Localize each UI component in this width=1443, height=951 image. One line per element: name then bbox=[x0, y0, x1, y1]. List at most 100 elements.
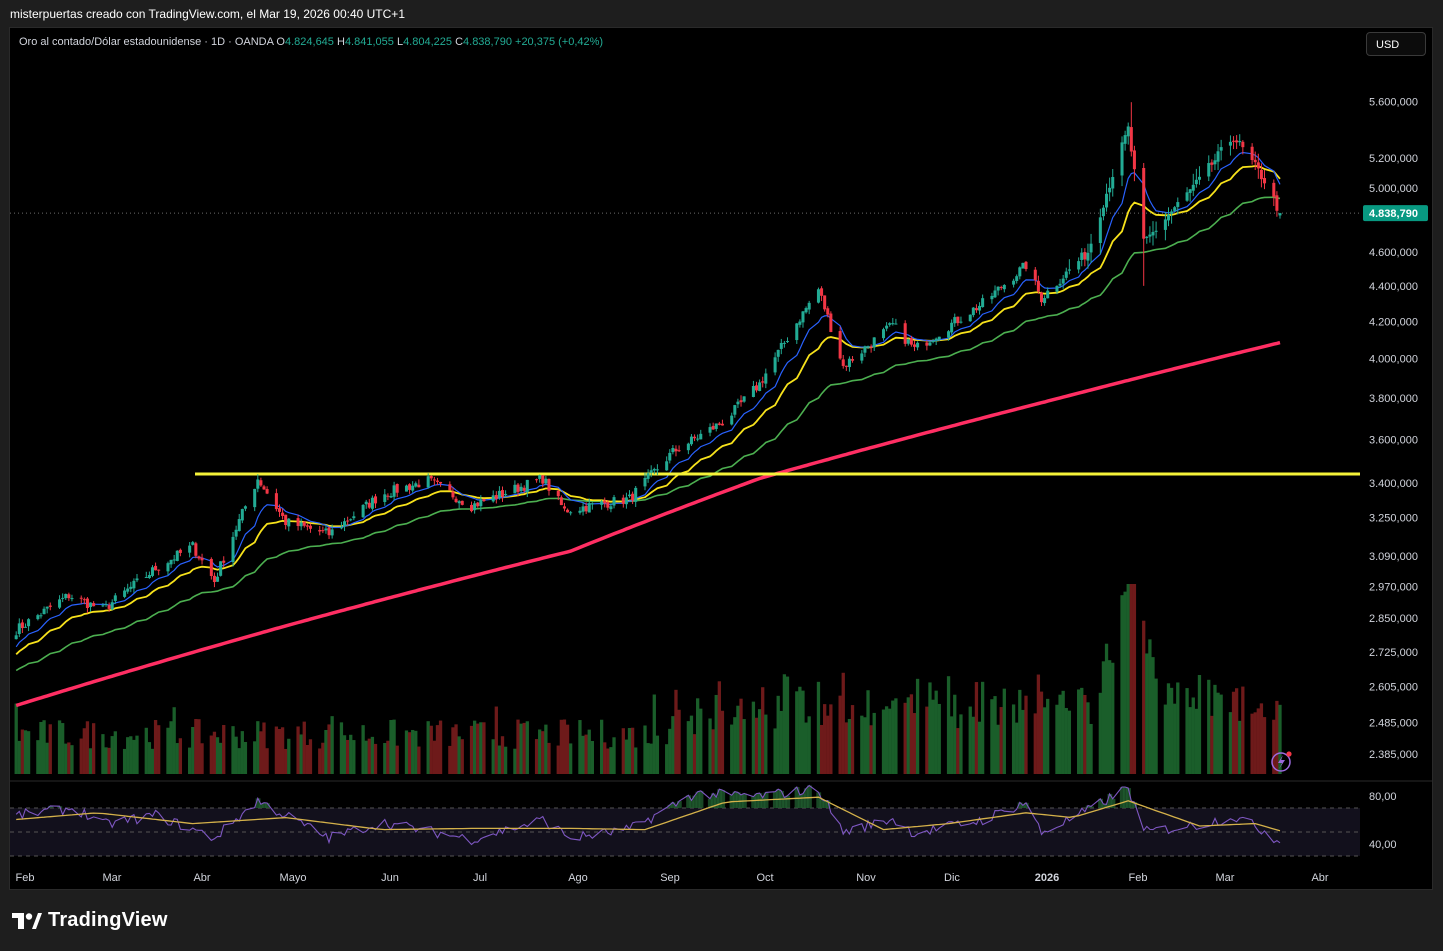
ema-20-line bbox=[15, 165, 1281, 655]
alert-icon-ring[interactable] bbox=[1271, 752, 1291, 772]
candle-body bbox=[448, 484, 452, 491]
rsi-overbought-fill bbox=[825, 800, 831, 808]
volume-bar bbox=[1002, 688, 1006, 774]
candle-body bbox=[1033, 269, 1037, 281]
candle-body bbox=[343, 521, 347, 527]
volume-bar bbox=[881, 709, 886, 774]
volume-bar bbox=[587, 729, 591, 774]
rsi-overbought-fill bbox=[1020, 805, 1026, 808]
volume-bar bbox=[42, 720, 46, 774]
candle-body bbox=[48, 605, 52, 607]
volume-bar bbox=[1231, 691, 1236, 774]
candle-body bbox=[1191, 184, 1195, 191]
volume-bar bbox=[503, 746, 508, 774]
volume-bar bbox=[1216, 692, 1220, 774]
candle-body bbox=[1262, 178, 1267, 184]
date-tick-label: Abr bbox=[1311, 872, 1328, 884]
volume-bar bbox=[175, 743, 179, 774]
volume-bar bbox=[494, 706, 498, 774]
candle-body bbox=[1126, 126, 1130, 137]
volume-bar bbox=[277, 729, 282, 774]
volume-bar bbox=[215, 737, 220, 774]
volume-bar bbox=[451, 727, 455, 774]
volume-bar bbox=[472, 720, 477, 774]
date-tick-label: 2026 bbox=[1035, 872, 1059, 884]
currency-button[interactable]: USD bbox=[1366, 32, 1426, 56]
volume-bar bbox=[1033, 713, 1037, 774]
volume-bar bbox=[197, 719, 201, 774]
symbol-name: Oro al contado/Dólar estadounidense · 1D… bbox=[19, 36, 274, 48]
candle-body bbox=[978, 305, 982, 311]
candle-body bbox=[1083, 252, 1087, 260]
volume-bar bbox=[612, 737, 616, 774]
volume-bar bbox=[1083, 694, 1087, 774]
volume-bar bbox=[57, 720, 62, 774]
volume-bar bbox=[590, 740, 594, 774]
volume-bar bbox=[1015, 722, 1019, 774]
volume-bar bbox=[1169, 687, 1174, 774]
date-tick-label: Feb bbox=[1129, 872, 1148, 884]
candle-body bbox=[1015, 276, 1019, 281]
candle-body bbox=[1036, 280, 1040, 292]
volume-bar bbox=[646, 743, 650, 774]
volume-bar bbox=[113, 731, 117, 774]
candle-body bbox=[566, 509, 570, 513]
volume-bar bbox=[61, 723, 65, 774]
candle-body bbox=[668, 452, 672, 461]
date-tick-label: Jun bbox=[381, 872, 399, 884]
candle-body bbox=[841, 359, 845, 366]
close-key: C bbox=[455, 36, 464, 48]
volume-bar bbox=[339, 722, 344, 774]
volume-bar bbox=[819, 724, 824, 774]
ema-10-line bbox=[15, 151, 1281, 648]
candle-body bbox=[525, 479, 529, 493]
candle-body bbox=[665, 461, 669, 471]
rsi-overbought-fill bbox=[1126, 788, 1131, 808]
candle-body bbox=[996, 286, 1000, 291]
volume-bar bbox=[1011, 704, 1016, 774]
lightning-icon[interactable] bbox=[1278, 755, 1285, 769]
volume-bar bbox=[479, 722, 483, 774]
rsi-overbought-fill bbox=[717, 789, 723, 808]
candle-body bbox=[284, 514, 288, 526]
candle-body bbox=[1021, 262, 1025, 269]
candle-body bbox=[1089, 243, 1093, 253]
candle-body bbox=[110, 602, 114, 610]
candle-body bbox=[1108, 187, 1112, 193]
volume-bar bbox=[414, 730, 418, 774]
rsi-overbought-fill bbox=[1104, 804, 1110, 808]
candle-body bbox=[894, 323, 898, 325]
volume-bar bbox=[1089, 723, 1093, 774]
candle-body bbox=[460, 500, 464, 505]
volume-bar bbox=[45, 742, 49, 774]
volume-bar bbox=[894, 698, 898, 774]
volume-bar bbox=[1185, 688, 1189, 774]
candle-body bbox=[234, 529, 238, 537]
candle-body bbox=[240, 509, 244, 521]
volume-bar bbox=[237, 748, 241, 774]
candle-body bbox=[417, 484, 421, 488]
candle-body bbox=[739, 400, 743, 403]
rsi-overbought-fill bbox=[732, 791, 738, 808]
candle-body bbox=[912, 344, 917, 347]
candle-body bbox=[519, 486, 523, 492]
alert-icon[interactable] bbox=[1271, 751, 1292, 772]
candle-body bbox=[1132, 150, 1136, 170]
volume-bar bbox=[559, 719, 564, 774]
candle-body bbox=[175, 550, 179, 561]
volume-bar bbox=[795, 691, 799, 774]
candle-body bbox=[1166, 214, 1171, 221]
volume-bar bbox=[101, 734, 105, 774]
candle-body bbox=[851, 359, 855, 361]
candle-body bbox=[82, 599, 86, 601]
candle-body bbox=[216, 576, 220, 582]
date-tick-label: Mar bbox=[103, 872, 122, 884]
volume-bar bbox=[345, 739, 350, 774]
rsi-overbought-fill bbox=[785, 795, 791, 808]
rsi-overbought-fill bbox=[760, 797, 766, 808]
low-key: L bbox=[396, 36, 404, 48]
candle-body bbox=[302, 521, 306, 526]
volume-bar bbox=[1194, 708, 1199, 774]
candle-body bbox=[243, 506, 247, 509]
rsi-overbought-fill bbox=[686, 795, 692, 808]
